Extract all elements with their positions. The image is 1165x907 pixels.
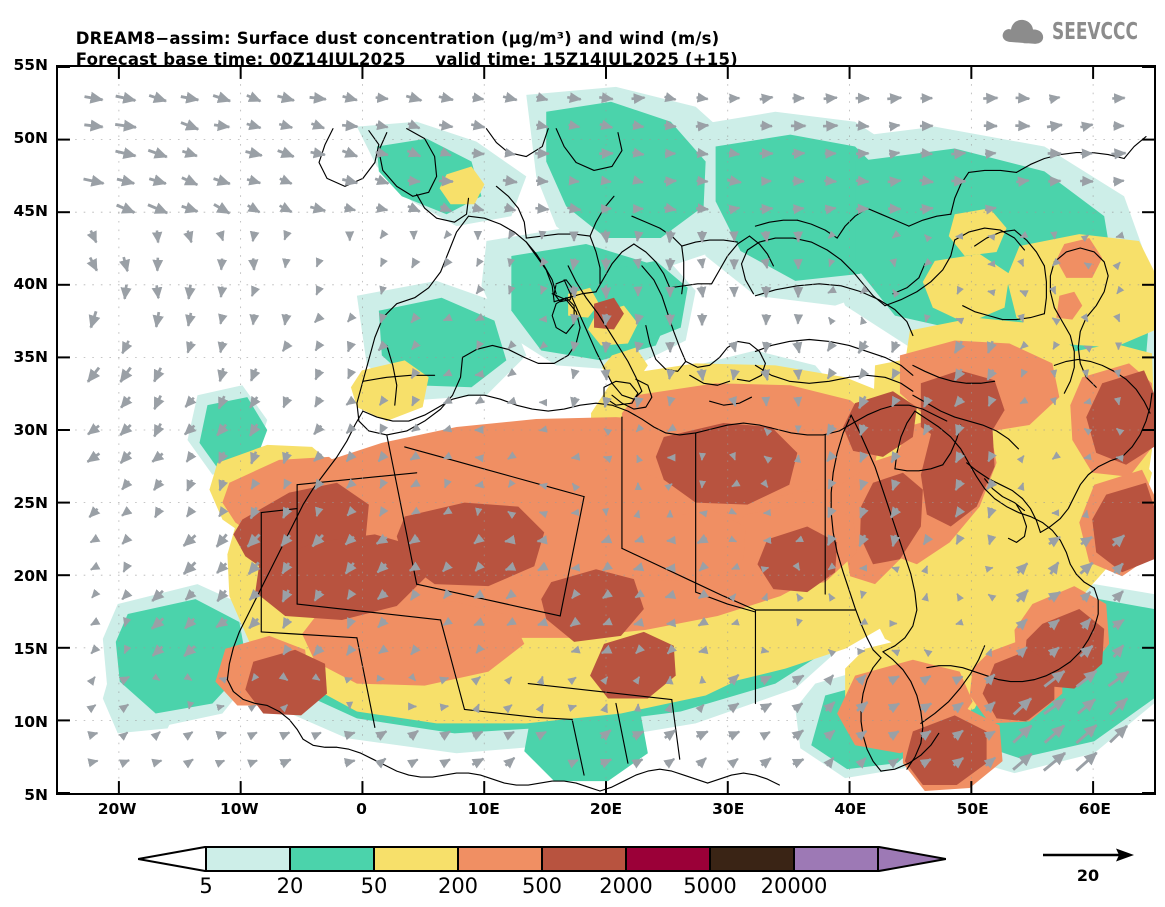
colorbar-label-5: 5 bbox=[199, 874, 213, 898]
grid-lines bbox=[58, 67, 1154, 793]
lat-tick-30N: 30N bbox=[13, 421, 48, 439]
axis-ticks bbox=[58, 67, 1154, 793]
lat-tick-15N: 15N bbox=[13, 640, 48, 658]
colorbar-label-20000: 20000 bbox=[760, 874, 828, 898]
lon-tick-40E: 40E bbox=[834, 800, 867, 818]
dust-concentration-map bbox=[58, 67, 1154, 793]
lon-tick-60E: 60E bbox=[1078, 800, 1111, 818]
colorbar-label-200: 200 bbox=[437, 874, 479, 898]
colorbar-label-500: 500 bbox=[521, 874, 563, 898]
coastlines-and-borders bbox=[226, 128, 1153, 792]
lat-tick-55N: 55N bbox=[13, 56, 48, 74]
lon-tick-50E: 50E bbox=[956, 800, 989, 818]
colorbar-cell-50[interactable] bbox=[374, 846, 458, 872]
colorbar-label-5000: 5000 bbox=[683, 874, 737, 898]
colorbar-cell-500[interactable] bbox=[542, 846, 626, 872]
colorbar-cell-200[interactable] bbox=[458, 846, 542, 872]
colorbar-label-2000: 2000 bbox=[599, 874, 653, 898]
chart-title-text: DREAM8−assim: Surface dust concentration… bbox=[75, 29, 720, 48]
lon-tick-20W: 20W bbox=[97, 800, 137, 818]
logo-text: SEEVCCC bbox=[1052, 19, 1139, 45]
lat-tick-35N: 35N bbox=[13, 348, 48, 366]
wind-vector-field bbox=[83, 91, 1130, 772]
colorbar-cell-2000[interactable] bbox=[626, 846, 710, 872]
colorbar-cells bbox=[206, 846, 878, 872]
colorbar-label-20: 20 bbox=[276, 874, 304, 898]
colorbar-cell-20[interactable] bbox=[290, 846, 374, 872]
lat-tick-40N: 40N bbox=[13, 275, 48, 293]
lon-tick-10W: 10W bbox=[219, 800, 259, 818]
lat-tick-10N: 10N bbox=[13, 713, 48, 731]
lat-tick-45N: 45N bbox=[13, 202, 48, 220]
colorbar-cell-20000[interactable] bbox=[794, 846, 878, 872]
chart-title-line-2: Forecast base time: 00Z14JUL2025 valid t… bbox=[52, 31, 738, 88]
chart-title-line-1: DREAM8−assim: Surface dust concentration… bbox=[52, 10, 719, 67]
colorbar-over-cap bbox=[878, 846, 946, 872]
lat-tick-25N: 25N bbox=[13, 494, 48, 512]
lat-tick-50N: 50N bbox=[13, 129, 48, 147]
header: DREAM8−assim: Surface dust concentration… bbox=[0, 0, 1165, 69]
colorbar-cell-5000[interactable] bbox=[710, 846, 794, 872]
map-plot-frame bbox=[56, 65, 1156, 795]
wind-scale-label: 20 bbox=[1076, 866, 1100, 885]
colorbar[interactable] bbox=[138, 846, 946, 872]
lon-tick-10E: 10E bbox=[467, 800, 500, 818]
colorbar-under-cap bbox=[138, 846, 206, 872]
wind-arrow-icon bbox=[1043, 848, 1134, 862]
seevccc-logo: SEEVCCC bbox=[1001, 14, 1157, 50]
latitude-axis: 55N 50N 45N 40N 35N 30N 25N 20N 15N 10N 5N bbox=[0, 0, 56, 907]
cloud-icon bbox=[1002, 19, 1044, 44]
lon-tick-0: 0 bbox=[356, 800, 367, 818]
colorbar-label-50: 50 bbox=[360, 874, 388, 898]
lon-tick-20E: 20E bbox=[589, 800, 623, 818]
lat-tick-5N: 5N bbox=[24, 786, 48, 804]
wind-scale-key: 20 bbox=[1040, 846, 1136, 888]
lat-tick-20N: 20N bbox=[13, 567, 48, 585]
chart-subtitle-text: Forecast base time: 00Z14JUL2025 valid t… bbox=[75, 50, 738, 69]
lon-tick-30E: 30E bbox=[712, 800, 745, 818]
colorbar-cell-5[interactable] bbox=[206, 846, 290, 872]
